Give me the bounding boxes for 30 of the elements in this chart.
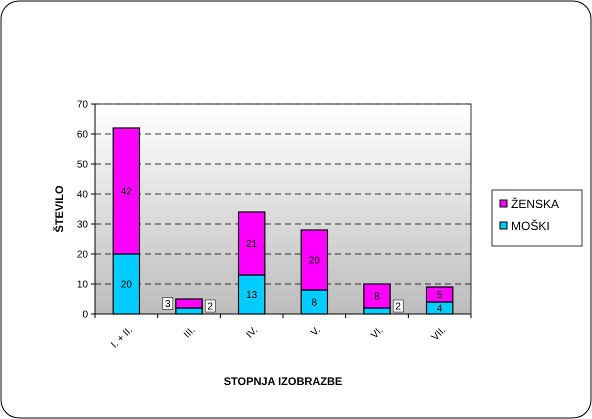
data-label: 42 (120, 186, 132, 198)
data-label: 20 (120, 280, 132, 290)
legend-label: ŽENSKA (511, 197, 560, 212)
y-axis-title: ŠTEVILO (53, 185, 66, 233)
y-tick-label: 70 (76, 100, 88, 110)
x-tick-label: III. (182, 324, 198, 340)
data-label: 2 (207, 302, 214, 312)
x-tick-label: V. (309, 324, 323, 339)
y-tick-label: 30 (76, 220, 88, 230)
data-label: 3 (165, 299, 172, 310)
y-tick-label: 20 (76, 250, 88, 260)
x-tick-label: VII. (430, 324, 448, 344)
data-label: 5 (436, 290, 443, 301)
data-label: 2 (395, 302, 402, 312)
x-tick-label: I. + II. (109, 324, 135, 350)
y-tick-label: 50 (76, 160, 88, 170)
y-tick-label: 10 (76, 280, 88, 290)
x-tick-label: VI. (369, 324, 386, 342)
data-label: 20 (308, 256, 320, 266)
x-tick-label: IV. (244, 324, 260, 341)
x-axis-title: STOPNJA IZOBRAZBE (224, 376, 342, 388)
data-label: 8 (312, 298, 318, 308)
y-tick-label: 40 (76, 190, 88, 200)
y-tick-label: 0 (82, 310, 88, 320)
data-label: 13 (246, 290, 258, 301)
legend-label: MOŠKI (511, 219, 550, 234)
data-label: 21 (246, 239, 258, 250)
data-label: 4 (436, 304, 443, 314)
data-label: 8 (374, 292, 380, 302)
y-tick-label: 60 (76, 130, 88, 140)
